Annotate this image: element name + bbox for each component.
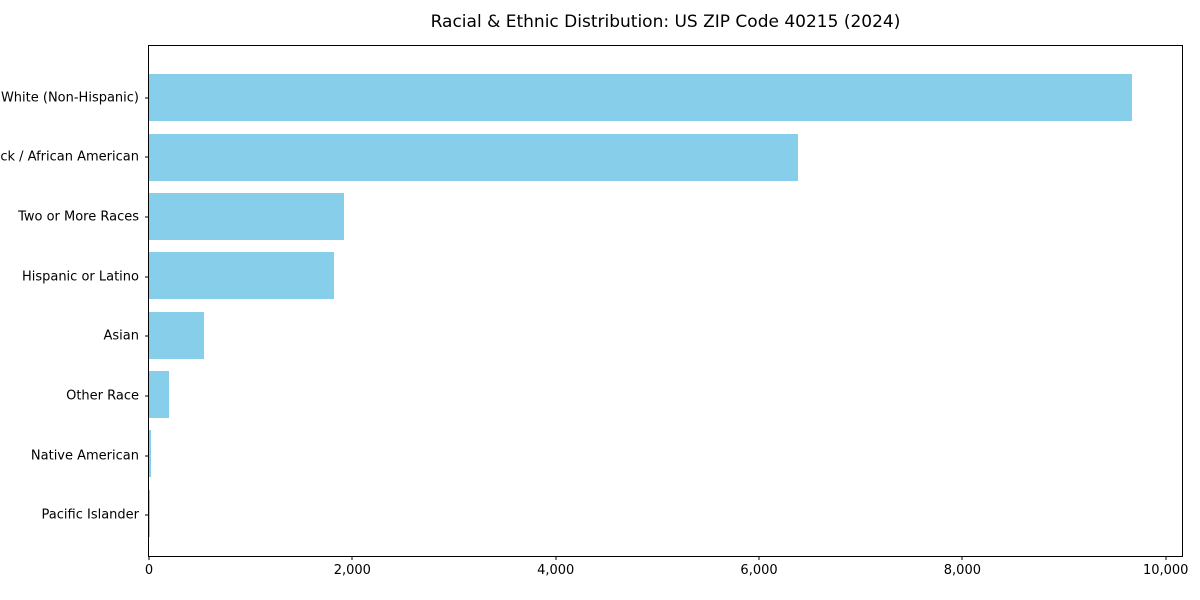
category-label: Other Race <box>66 388 139 404</box>
x-tick-mark <box>148 556 150 560</box>
x-tick-label: 2,000 <box>333 563 371 578</box>
bar-row <box>149 246 1182 305</box>
bar <box>149 311 204 359</box>
category-label: White (Non-Hispanic) <box>0 90 139 106</box>
x-tick-label: 6,000 <box>740 563 778 578</box>
x-tick-label: 10,000 <box>1142 563 1189 578</box>
bar-row <box>149 365 1182 424</box>
x-tick-mark <box>351 556 353 560</box>
bar <box>149 371 169 419</box>
bar <box>149 192 344 240</box>
y-tick-mark <box>145 335 149 337</box>
category-label: Native American <box>30 448 139 464</box>
chart-title: Racial & Ethnic Distribution: US ZIP Cod… <box>430 12 901 32</box>
y-tick-mark <box>145 455 149 457</box>
x-tick-mark <box>555 556 557 560</box>
plot-area: White (Non-Hispanic) Black / African Amer… <box>0 45 1188 578</box>
x-tick-label: 0 <box>144 563 154 578</box>
bar <box>149 74 1133 122</box>
category-label: Hispanic or Latino <box>21 269 139 285</box>
x-tick-mark <box>1165 556 1167 560</box>
category-label: Two or More Races <box>18 209 139 225</box>
bar-row <box>149 306 1182 365</box>
bar-row <box>149 127 1182 186</box>
bar <box>149 430 151 478</box>
x-tick-label: 4,000 <box>537 563 575 578</box>
bar <box>149 252 334 300</box>
bar-row <box>149 424 1182 483</box>
x-tick-mark <box>961 556 963 560</box>
x-tick-mark <box>758 556 760 560</box>
bar-row <box>149 484 1182 543</box>
y-tick-mark <box>145 97 149 99</box>
bar-row <box>149 68 1182 127</box>
bar-rows <box>149 46 1182 556</box>
y-tick-mark <box>145 276 149 278</box>
y-tick-mark <box>145 395 149 397</box>
y-tick-mark <box>145 216 149 218</box>
category-label: Pacific Islander <box>41 507 139 523</box>
category-label: Asian <box>103 328 139 344</box>
bar-row <box>149 187 1182 246</box>
bar <box>149 133 798 181</box>
y-tick-mark <box>145 156 149 158</box>
y-tick-mark <box>145 514 149 516</box>
category-label: Black / African American <box>0 149 139 165</box>
x-tick-label: 8,000 <box>943 563 981 578</box>
